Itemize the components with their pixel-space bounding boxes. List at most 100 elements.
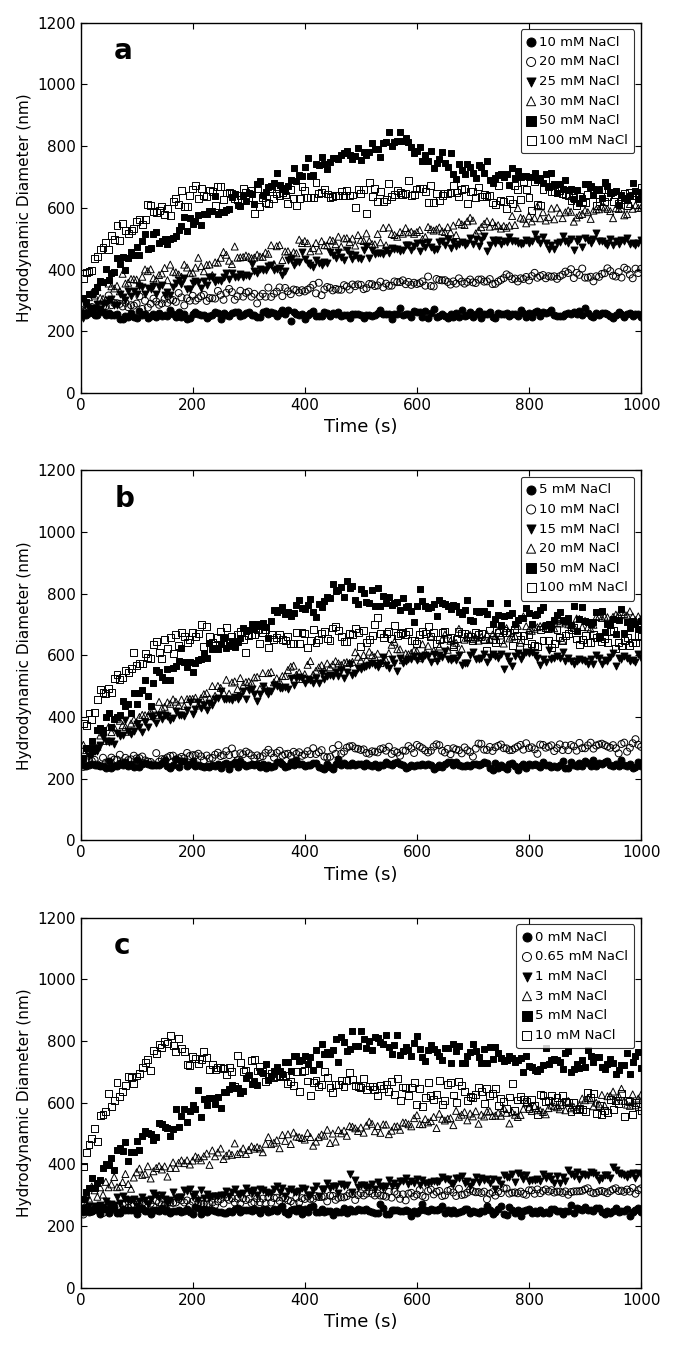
50 mM NaCl <box>481 151 492 173</box>
1 mM NaCl <box>493 1169 504 1190</box>
30 mM NaCl <box>417 228 428 249</box>
5 mM NaCl <box>123 1151 133 1173</box>
1 mM NaCl <box>422 1171 433 1193</box>
50 mM NaCl <box>387 136 397 158</box>
10 mM NaCl <box>255 747 265 768</box>
50 mM NaCl <box>280 603 290 624</box>
10 mM NaCl <box>330 303 341 325</box>
10 mM NaCl <box>311 1070 322 1092</box>
10 mM NaCl <box>395 745 406 767</box>
15 mM NaCl <box>484 647 495 669</box>
10 mM NaCl <box>487 1082 498 1104</box>
3 mM NaCl <box>454 1105 464 1127</box>
30 mM NaCl <box>599 197 610 218</box>
15 mM NaCl <box>487 644 498 666</box>
20 mM NaCl <box>383 275 394 297</box>
25 mM NaCl <box>538 226 548 248</box>
0 mM NaCl <box>521 1200 531 1221</box>
0.65 mM NaCl <box>207 1192 218 1213</box>
0.65 mM NaCl <box>355 1182 366 1204</box>
1 mM NaCl <box>580 1165 590 1186</box>
30 mM NaCl <box>409 222 420 244</box>
10 mM NaCl <box>439 1089 450 1111</box>
10 mM NaCl <box>493 1095 504 1116</box>
0 mM NaCl <box>291 1201 302 1223</box>
10 mM NaCl <box>501 737 512 759</box>
5 mM NaCl <box>518 1061 529 1082</box>
5 mM NaCl <box>484 1037 495 1058</box>
5 mM NaCl <box>538 1054 548 1076</box>
10 mM NaCl <box>599 1100 610 1122</box>
50 mM NaCl <box>546 616 556 638</box>
50 mM NaCl <box>162 659 173 681</box>
5 mM NaCl <box>493 758 504 779</box>
100 mM NaCl <box>594 625 605 647</box>
15 mM NaCl <box>179 705 190 727</box>
20 mM NaCl <box>406 642 417 663</box>
15 mM NaCl <box>156 708 167 729</box>
15 mM NaCl <box>395 647 406 669</box>
100 mM NaCl <box>358 178 369 200</box>
20 mM NaCl <box>246 673 257 694</box>
50 mM NaCl <box>193 648 204 670</box>
15 mM NaCl <box>403 648 414 670</box>
5 mM NaCl <box>619 754 630 775</box>
20 mM NaCl <box>330 650 341 671</box>
25 mM NaCl <box>507 231 518 252</box>
100 mM NaCl <box>476 623 487 644</box>
0 mM NaCl <box>361 1198 372 1220</box>
10 mM NaCl <box>448 737 459 759</box>
30 mM NaCl <box>257 247 268 268</box>
10 mM NaCl <box>338 305 349 326</box>
20 mM NaCl <box>456 271 467 293</box>
5 mM NaCl <box>560 758 571 779</box>
30 mM NaCl <box>350 235 361 256</box>
10 mM NaCl <box>193 743 204 764</box>
10 mM NaCl <box>456 299 467 321</box>
25 mM NaCl <box>302 252 313 274</box>
25 mM NaCl <box>422 232 433 253</box>
5 mM NaCl <box>255 756 265 778</box>
0 mM NaCl <box>131 1202 142 1224</box>
10 mM NaCl <box>588 1082 599 1104</box>
30 mM NaCl <box>538 201 548 222</box>
3 mM NaCl <box>490 1105 501 1127</box>
0.65 mM NaCl <box>156 1194 167 1216</box>
5 mM NaCl <box>112 756 123 778</box>
30 mM NaCl <box>134 272 145 294</box>
50 mM NaCl <box>358 582 369 604</box>
1 mM NaCl <box>162 1192 173 1213</box>
25 mM NaCl <box>341 240 352 262</box>
5 mM NaCl <box>243 754 254 775</box>
25 mM NaCl <box>471 228 481 249</box>
0.65 mM NaCl <box>554 1181 565 1202</box>
20 mM NaCl <box>400 274 411 295</box>
10 mM NaCl <box>260 743 271 764</box>
5 mM NaCl <box>103 751 114 772</box>
5 mM NaCl <box>596 754 607 775</box>
50 mM NaCl <box>341 570 352 592</box>
10 mM NaCl <box>468 745 479 767</box>
100 mM NaCl <box>569 186 580 208</box>
50 mM NaCl <box>190 210 201 232</box>
3 mM NaCl <box>302 1122 313 1143</box>
Text: b: b <box>114 485 134 514</box>
5 mM NaCl <box>588 749 599 771</box>
100 mM NaCl <box>129 642 139 663</box>
20 mM NaCl <box>240 671 251 693</box>
5 mM NaCl <box>109 1159 120 1181</box>
100 mM NaCl <box>103 677 114 698</box>
30 mM NaCl <box>83 286 94 307</box>
15 mM NaCl <box>162 705 173 727</box>
20 mM NaCl <box>238 675 248 697</box>
25 mM NaCl <box>560 229 571 251</box>
10 mM NaCl <box>100 752 111 774</box>
5 mM NaCl <box>400 1035 411 1057</box>
10 mM NaCl <box>565 1101 576 1123</box>
0.65 mM NaCl <box>305 1188 315 1209</box>
3 mM NaCl <box>389 1116 400 1138</box>
5 mM NaCl <box>114 752 125 774</box>
10 mM NaCl <box>613 743 624 764</box>
1 mM NaCl <box>232 1184 243 1205</box>
10 mM NaCl <box>137 305 148 326</box>
